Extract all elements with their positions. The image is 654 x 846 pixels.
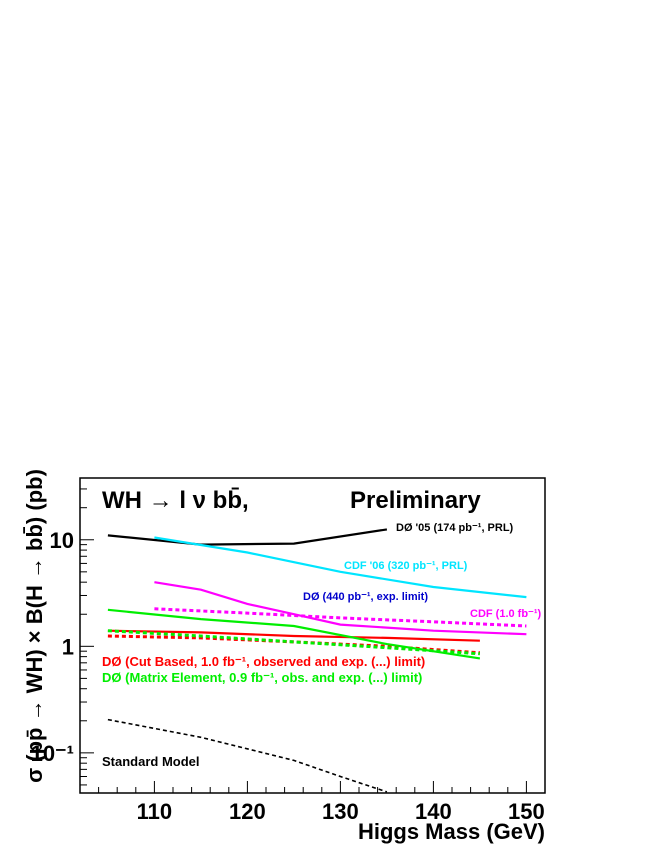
series-layer (107, 528, 527, 793)
annotation-d0-05: DØ '05 (174 pb⁻¹, PRL) (396, 522, 514, 534)
y-tick-label: 1 (62, 634, 74, 659)
x-tick-label: 140 (415, 799, 452, 824)
x-tick-label: 110 (137, 799, 173, 824)
annotation-cdf-1fb: CDF (1.0 fb⁻¹) (470, 608, 542, 620)
x-axis-title: Higgs Mass (GeV) (358, 819, 545, 844)
plot-frame (79, 477, 546, 794)
series-line-7 (107, 629, 480, 656)
series-line-2 (154, 581, 527, 636)
series-line-4 (107, 629, 480, 642)
annotation-standard-model: Standard Model (102, 754, 200, 769)
y-axis-title: σ (pp̄ → WH) × B(H → bb̄) (pb) (22, 469, 47, 783)
chart-title: WH → l ν bb̄, (102, 487, 249, 514)
axes: 110 120 130 140 150 10 1 10⁻¹ (31, 488, 546, 824)
annotation-d0-matrix-element: DØ (Matrix Element, 0.9 fb⁻¹, obs. and e… (102, 670, 422, 685)
series-line-3 (154, 607, 527, 628)
annotation-d0-440: DØ (440 pb⁻¹, exp. limit) (303, 591, 428, 603)
annotation-d0-cut-based: DØ (Cut Based, 1.0 fb⁻¹, observed and ex… (102, 654, 425, 669)
y-tick-label: 10 (50, 528, 74, 553)
x-tick-label: 130 (322, 799, 359, 824)
series-line-8 (107, 718, 388, 793)
x-tick-label: 120 (229, 799, 266, 824)
x-tick-label: 150 (508, 799, 545, 824)
chart-subtitle: Preliminary (350, 487, 481, 514)
annotation-cdf-06: CDF '06 (320 pb⁻¹, PRL) (344, 560, 468, 572)
series-line-1 (154, 536, 527, 599)
y-tick-label: 10⁻¹ (31, 741, 74, 766)
series-line-0 (107, 528, 388, 546)
